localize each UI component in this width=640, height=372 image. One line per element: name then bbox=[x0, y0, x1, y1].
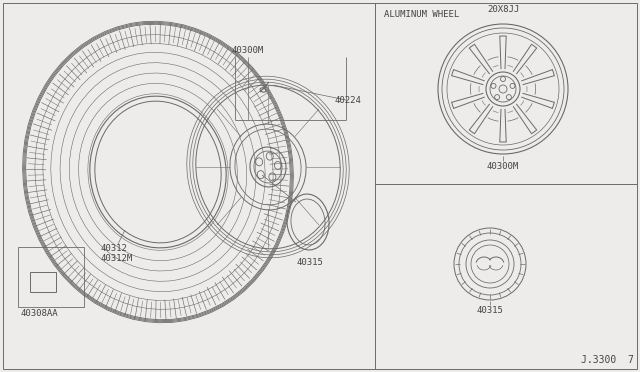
Text: 40312M: 40312M bbox=[100, 254, 132, 263]
Text: 40224: 40224 bbox=[335, 96, 362, 105]
Text: 20X8JJ: 20X8JJ bbox=[487, 5, 519, 14]
Text: 40300M: 40300M bbox=[487, 162, 519, 171]
Circle shape bbox=[440, 26, 566, 152]
Text: J.3300  7: J.3300 7 bbox=[581, 355, 634, 365]
Bar bbox=[30, 272, 56, 292]
Text: 40300M: 40300M bbox=[232, 46, 264, 55]
Text: 40308AA: 40308AA bbox=[20, 309, 58, 318]
Bar bbox=[18, 247, 84, 307]
Text: 40315: 40315 bbox=[296, 258, 323, 267]
Circle shape bbox=[499, 85, 507, 93]
Text: 40315: 40315 bbox=[477, 306, 504, 315]
Text: ALUMINUM WHEEL: ALUMINUM WHEEL bbox=[384, 10, 460, 19]
Text: 40312: 40312 bbox=[100, 244, 127, 253]
